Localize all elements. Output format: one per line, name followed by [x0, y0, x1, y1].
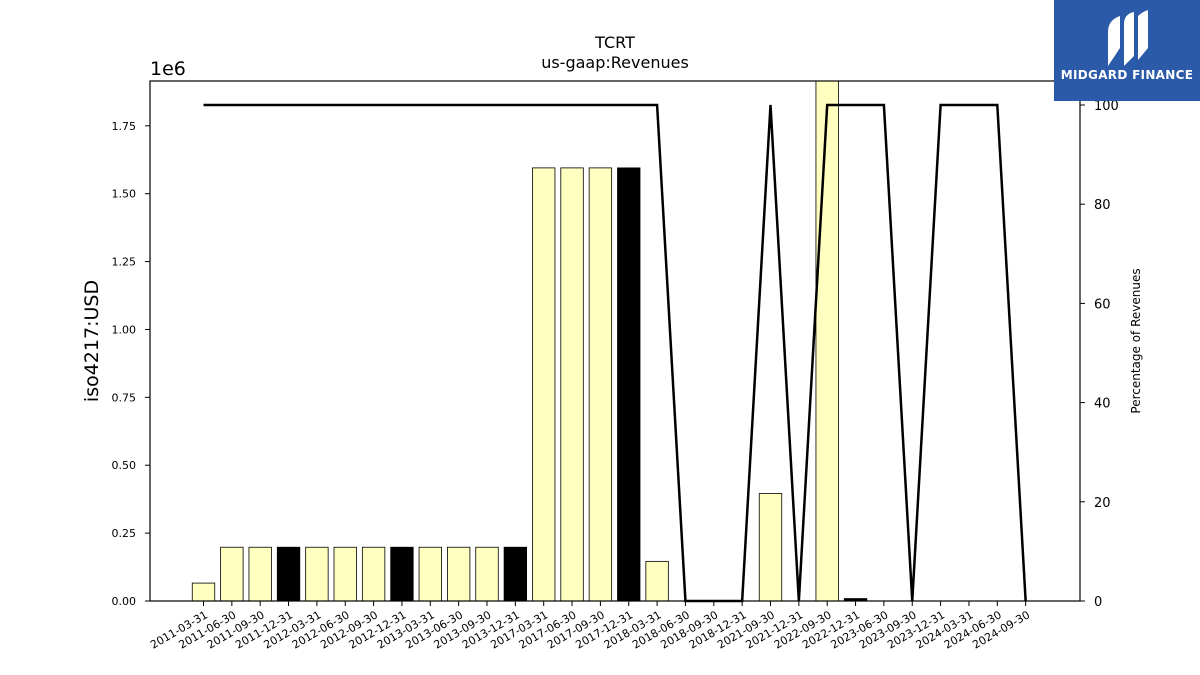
y2-tick-label: 20: [1094, 496, 1111, 511]
bar-2013-12-31: [503, 546, 528, 602]
plot-frame: [149, 80, 1081, 602]
y2-tick-label: 0: [1094, 595, 1102, 610]
y2-tick-label: 40: [1094, 397, 1111, 412]
chart-subtitle: us-gaap:Revenues: [541, 53, 689, 72]
y2-axis-label: Percentage of Revenues: [1129, 268, 1143, 413]
y2-tick-label: 80: [1094, 198, 1111, 213]
y-tick-label: 0.25: [112, 527, 137, 540]
y-tick-label: 1.25: [112, 256, 137, 269]
y-axis-offset-label: 1e6: [150, 58, 186, 80]
bar-2013-03-31: [418, 546, 442, 602]
bar-2012-06-30: [333, 546, 357, 602]
bar-2013-06-30: [446, 546, 471, 602]
percentage-line: [203, 103, 1027, 603]
bar-2021-09-30: [758, 493, 783, 602]
bar-2013-09-30: [475, 546, 499, 602]
brand-name: MIDGARD FINANCE: [1060, 68, 1194, 82]
y-tick-label: 1.75: [112, 120, 137, 133]
y-tick-label: 0.50: [112, 459, 137, 472]
y-tick-label: 1.00: [112, 323, 137, 336]
bar-series: [191, 80, 868, 602]
bar-2012-03-31: [305, 546, 329, 602]
bar-2017-06-30: [560, 167, 584, 602]
bar-2011-09-30: [248, 546, 272, 602]
y-tick-label: 0.75: [112, 391, 137, 404]
bar-2017-12-31: [617, 167, 641, 602]
brand-logo: MIDGARD FINANCE: [1054, 0, 1200, 101]
bar-2018-03-31: [645, 560, 669, 602]
bar-2017-09-30: [588, 167, 613, 602]
y2-tick-label: 100: [1094, 99, 1119, 114]
y-tick-label: 0.00: [112, 595, 137, 608]
bar-2017-03-31: [532, 167, 556, 602]
midgard-logo-icon: [1108, 10, 1148, 66]
y-axis-label: iso4217:USD: [81, 280, 103, 402]
bar-2011-12-31: [276, 546, 301, 602]
y2-tick-label: 60: [1094, 297, 1111, 312]
bar-2012-09-30: [361, 546, 386, 602]
bar-2011-03-31: [191, 582, 216, 602]
bar-2012-12-31: [390, 546, 414, 602]
chart-title: TCRT: [594, 33, 635, 52]
percentage-line-series: [203, 103, 1027, 603]
bar-2011-06-30: [220, 546, 244, 602]
bar-2022-09-30: [815, 80, 839, 602]
y-tick-label: 1.50: [112, 188, 137, 201]
